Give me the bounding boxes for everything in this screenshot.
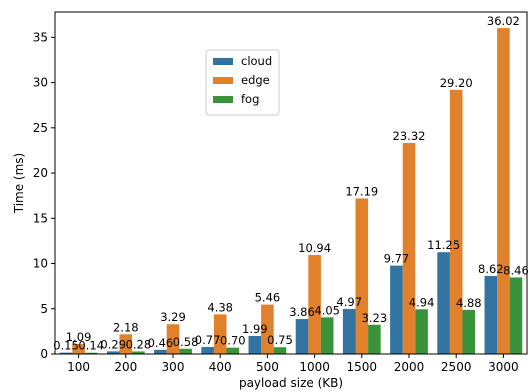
bar-label-edge-1500: 17.19 — [345, 184, 378, 198]
bar-label-fog-500: 0.75 — [267, 333, 293, 347]
y-tick-label-15: 15 — [33, 211, 48, 225]
y-axis-label: Time (ms) — [12, 153, 26, 215]
bar-label-fog-3000: 8.46 — [503, 263, 529, 277]
y-tick-label-25: 25 — [33, 121, 48, 135]
bar-label-cloud-2500: 11.25 — [427, 238, 460, 252]
plot-frame — [54, 11, 528, 355]
bar-fog-200 — [132, 351, 145, 354]
bar-cloud-1000 — [295, 319, 309, 354]
bar-cloud-1500 — [342, 309, 356, 354]
bar-label-fog-1000: 4.05 — [314, 303, 340, 317]
bar-label-fog-400: 0.70 — [220, 334, 246, 348]
bar-label-cloud-1500: 4.97 — [336, 295, 362, 309]
x-tick-label-400: 400 — [209, 360, 232, 374]
bar-fog-500 — [273, 347, 287, 354]
bar-label-cloud-400: 0.77 — [195, 333, 221, 347]
bar-cloud-500 — [248, 335, 262, 354]
bar-cloud-2500 — [437, 252, 450, 354]
bar-edge-2000 — [402, 143, 416, 354]
legend: cloud edge fog — [205, 49, 280, 116]
x-tick-label-200: 200 — [114, 360, 137, 374]
bar-cloud-400 — [201, 347, 214, 354]
y-tick-label-20: 20 — [33, 166, 48, 180]
bar-label-fog-300: 0.58 — [173, 335, 199, 349]
bar-cloud-200 — [106, 351, 120, 354]
bar-cloud-300 — [154, 349, 167, 354]
bar-cloud-2000 — [390, 265, 403, 354]
y-tick-label-5: 5 — [40, 302, 48, 316]
bar-labels-group: 0.151.090.140.29 2.18 0.280.46 3.29 0.580.77… — [53, 14, 529, 353]
bar-edge-3000 — [497, 28, 510, 354]
bar-fog-3000 — [509, 277, 523, 354]
legend-swatch-edge — [213, 77, 233, 84]
bar-fog-2000 — [415, 309, 428, 354]
bar-fog-1000 — [320, 317, 334, 354]
legend-swatch-cloud — [213, 58, 233, 65]
x-axis-label: payload size (KB) — [239, 376, 343, 390]
bar-edge-300 — [166, 324, 180, 354]
bar-cloud-3000 — [484, 276, 498, 354]
bar-cloud-100 — [59, 352, 73, 354]
y-axis: 0 5 10 15 20 25 30 35 — [33, 30, 55, 361]
bar-edge-2500 — [449, 89, 463, 355]
legend-label-cloud: cloud — [241, 54, 272, 68]
bar-label-edge-400: 4.38 — [207, 300, 233, 314]
bar-label-edge-3000: 36.02 — [487, 14, 520, 28]
y-tick-label-30: 30 — [33, 76, 48, 90]
bar-label-cloud-300: 0.46 — [148, 336, 174, 350]
bar-label-edge-300: 3.29 — [160, 310, 186, 324]
bar-edge-1500 — [355, 198, 369, 354]
x-tick-label-2500: 2500 — [441, 360, 472, 374]
bar-label-cloud-1000: 3.86 — [289, 305, 315, 319]
x-tick-label-1000: 1000 — [299, 360, 330, 374]
bar-fog-1500 — [368, 324, 381, 354]
y-tick-label-0: 0 — [40, 347, 48, 361]
bar-edge-500 — [261, 304, 274, 354]
x-tick-label-500: 500 — [256, 360, 279, 374]
bar-edge-400 — [213, 314, 227, 354]
bar-label-cloud-3000: 8.62 — [478, 262, 504, 276]
bar-label-edge-1000: 10.94 — [298, 241, 331, 255]
x-axis: 100 200 300 400 500 1000 1500 2000 2500 3000 — [67, 354, 519, 374]
bar-label-edge-200: 2.18 — [113, 320, 139, 334]
legend-swatch-fog — [213, 96, 233, 103]
bars-group — [59, 28, 523, 355]
bar-edge-100 — [72, 344, 85, 354]
bar-label-fog-100: 0.14 — [78, 339, 104, 353]
y-tick-label-10: 10 — [33, 257, 48, 271]
x-tick-label-300: 300 — [162, 360, 185, 374]
bar-label-edge-2000: 23.32 — [393, 129, 426, 143]
legend-label-fog: fog — [241, 92, 259, 106]
x-tick-label-2000: 2000 — [394, 360, 425, 374]
bar-label-edge-500: 5.46 — [255, 291, 281, 305]
bar-fog-400 — [226, 347, 240, 354]
legend-label-edge: edge — [241, 73, 270, 87]
bar-label-edge-100: 1.09 — [66, 330, 92, 344]
bar-label-edge-2500: 29.20 — [440, 76, 473, 90]
bar-label-fog-2500: 4.88 — [456, 296, 482, 310]
bar-label-cloud-200: 0.29 — [100, 337, 126, 351]
bar-label-fog-2000: 4.94 — [409, 295, 435, 309]
bar-label-cloud-500: 1.99 — [242, 322, 268, 336]
x-tick-label-1500: 1500 — [347, 360, 378, 374]
x-tick-label-3000: 3000 — [488, 360, 519, 374]
bar-edge-1000 — [308, 255, 321, 354]
bar-fog-300 — [179, 348, 192, 354]
bar-fog-100 — [84, 352, 98, 354]
bar-label-fog-1500: 3.23 — [362, 311, 388, 325]
y-tick-label-35: 35 — [33, 30, 48, 44]
bar-label-cloud-2000: 9.77 — [384, 252, 410, 266]
bar-label-cloud-100: 0.15 — [53, 339, 79, 353]
bar-fog-2500 — [462, 309, 476, 354]
x-tick-label-100: 100 — [67, 360, 90, 374]
bar-edge-200 — [119, 334, 133, 354]
bar-label-fog-200: 0.28 — [126, 337, 152, 351]
